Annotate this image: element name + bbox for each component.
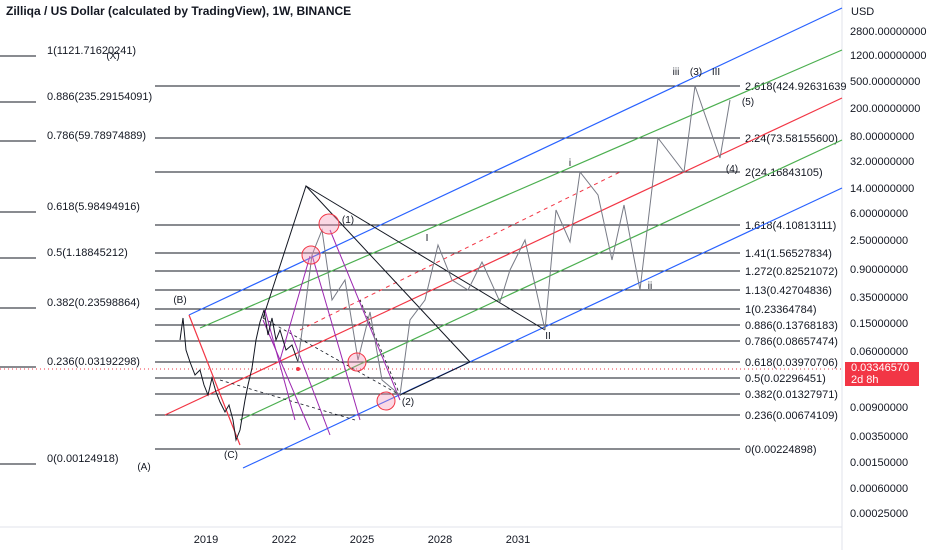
purple-fork-line — [262, 319, 311, 431]
y-tick-label: 0.35000000 — [850, 292, 908, 304]
y-tick-label: 0.06000000 — [850, 346, 908, 358]
wave-label: (A) — [137, 462, 150, 473]
pivot-circle — [376, 391, 396, 411]
x-tick-label: 2022 — [272, 534, 296, 546]
bar-countdown: 2d 8h — [851, 374, 879, 386]
fib-left-level-label: 0.886(235.29154091) — [47, 91, 152, 103]
y-tick-label: 0.00150000 — [850, 457, 908, 469]
fib-right-level-label: 0.618(0.03970706) — [745, 357, 838, 369]
wave-label: (3) — [690, 67, 702, 78]
purple-fork-line — [311, 254, 361, 421]
y-tick-label: 200.00000000 — [850, 103, 920, 115]
wave-label: (5) — [742, 97, 754, 108]
channel-median-red — [164, 97, 843, 416]
chart-title: Zilliqa / US Dollar (calculated by Tradi… — [6, 4, 352, 18]
y-tick-label: 0.15000000 — [850, 318, 908, 330]
channel-upper-blue — [188, 7, 843, 316]
wave-label: i — [569, 158, 571, 169]
pivot-circle — [301, 245, 321, 265]
y-tick-label: 0.00025000 — [850, 508, 908, 520]
fib-left-level-label: 0.786(59.78974889) — [47, 130, 146, 142]
y-tick-label: 2800.00000000 — [850, 26, 926, 38]
fib-right-level-label: 0.236(0.00674109) — [745, 410, 838, 422]
fib-right-level-label: 0.786(0.08657474) — [745, 336, 838, 348]
y-tick-label: 1200.00000000 — [850, 50, 926, 62]
currency-label: USD — [851, 6, 875, 18]
wave-label: I — [426, 233, 429, 244]
y-tick-label: 2.50000000 — [850, 235, 908, 247]
wave-label: iii — [673, 67, 680, 78]
wave-label: (4) — [726, 164, 738, 175]
x-tick-label: 2028 — [428, 534, 452, 546]
x-tick-label: 2031 — [506, 534, 530, 546]
wave-label: (1) — [342, 215, 354, 226]
purple-fork-line — [289, 329, 331, 436]
y-tick-label: 32.00000000 — [850, 156, 914, 168]
wave-label: ii — [648, 281, 652, 292]
fib-right-level-label: 0(0.00224898) — [745, 444, 817, 456]
channel-lower-green — [239, 139, 843, 421]
y-tick-label: 0.00900000 — [850, 402, 908, 414]
fib-left-level-label: 1(1121.71620241) — [47, 45, 136, 57]
price-history-line — [179, 309, 299, 442]
fib-right-level-label: 2.618(424.92631639 — [745, 81, 847, 93]
pivot-circle — [347, 352, 367, 372]
x-tick-label: 2025 — [350, 534, 374, 546]
fib-right-level-label: 1.13(0.42704836) — [745, 285, 832, 297]
fib-left-level-label: 0.5(1.18845212) — [47, 247, 128, 259]
triangle-outline — [262, 185, 471, 396]
fib-left-level-label: 0(0.00124918) — [47, 453, 119, 465]
wave-label: III — [712, 67, 720, 78]
fib-left-level-label: 0.236(0.03192298) — [47, 356, 140, 368]
fib-right-level-label: 0.382(0.01327971) — [745, 389, 838, 401]
fib-right-level-label: 1.618(4.10813111) — [745, 220, 836, 232]
purple-fork-line — [279, 255, 311, 361]
x-tick-label: 2019 — [194, 534, 218, 546]
wave-label: (C) — [224, 450, 238, 461]
channel-upper-green — [199, 49, 843, 329]
wave-label: (2) — [402, 397, 414, 408]
current-price: 0.03346570 — [851, 362, 910, 374]
wave-label: (X) — [106, 51, 119, 62]
wave-label: II — [545, 331, 551, 342]
fib-right-level-label: 1.41(1.56527834) — [745, 248, 832, 260]
y-tick-label: 14.00000000 — [850, 183, 914, 195]
y-tick-label: 0.00060000 — [850, 483, 908, 495]
fib-right-level-label: 0.886(0.13768183) — [745, 320, 838, 332]
fib-right-level-label: 0.5(0.02296451) — [745, 373, 826, 385]
fib-left-level-label: 0.618(5.98494916) — [47, 201, 140, 213]
y-tick-label: 6.00000000 — [850, 208, 908, 220]
current-price-tag: 0.03346570 2d 8h — [845, 362, 919, 386]
current-price-marker — [296, 367, 300, 371]
fib-right-level-label: 1.272(0.82521072) — [745, 266, 838, 278]
fib-right-level-label: 1(0.23364784) — [745, 304, 817, 316]
wave-label: (B) — [173, 295, 186, 306]
fib-right-level-label: 2(24.16843105) — [745, 167, 823, 179]
fib-right-level-label: 2.24(73.58155600) — [745, 133, 838, 145]
y-tick-label: 0.00350000 — [850, 431, 908, 443]
pivot-circle — [318, 213, 340, 235]
channel-dashed-red — [299, 171, 621, 331]
triangle-diagonal — [305, 185, 546, 331]
purple-fork-line — [329, 229, 401, 401]
y-tick-label: 0.90000000 — [850, 264, 908, 276]
inner-dashed — [219, 379, 356, 421]
y-tick-label: 80.00000000 — [850, 131, 914, 143]
y-tick-label: 500.00000000 — [850, 76, 920, 88]
fib-left-level-label: 0.382(0.23598864) — [47, 297, 140, 309]
projected-wave-line — [297, 85, 731, 396]
channel-handle-red — [188, 314, 241, 446]
